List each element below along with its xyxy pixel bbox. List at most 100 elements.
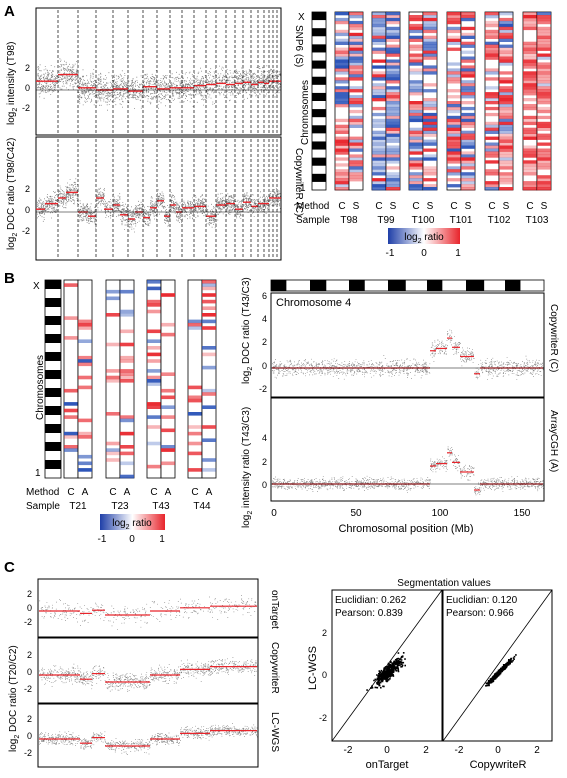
b-method-letter: C xyxy=(67,487,74,498)
c-ytick: 2 xyxy=(27,650,32,660)
panel-c-tracks: 2 0 -2 2 0 -2 2 0 -2 log2 DOC ratio (T20… xyxy=(8,578,280,768)
a-method-letter: C xyxy=(488,201,495,212)
b-method-letter: A xyxy=(165,487,172,498)
a-legend-tick: -1 xyxy=(386,248,395,259)
b-bot-ytick: 0 xyxy=(262,480,267,490)
a-sample-name: T103 xyxy=(526,215,549,226)
a-bottom-scatter xyxy=(36,139,281,259)
c-scatter-xtick: -2 xyxy=(455,745,464,756)
b-chromosome-ideogram xyxy=(44,279,62,479)
b-annotation: Chromosome 4 xyxy=(276,297,351,309)
a-top-scatter xyxy=(36,10,281,134)
a-method-letter: S xyxy=(390,201,397,212)
b-top-ytick: 2 xyxy=(262,337,267,347)
panel-c-scatter: Segmentation values Euclidian: 0.262 Pea… xyxy=(307,578,553,771)
c-scatter-xtick: 2 xyxy=(534,745,540,756)
a-method-letter: C xyxy=(450,201,457,212)
panel-label-a: A xyxy=(4,3,15,20)
c-side-label-lcwgs: LC-WGS xyxy=(269,712,280,752)
panel-label-c: C xyxy=(4,559,15,576)
c-ytick: -2 xyxy=(24,617,32,627)
b-copywriter-scatter xyxy=(271,329,544,381)
b-top-side-label: CopywriteR (C) xyxy=(548,304,559,372)
a-bot-ytick: 0 xyxy=(25,205,30,215)
a-method-letter: C xyxy=(375,201,382,212)
b-xlabel: Chromosomal position (Mb) xyxy=(338,523,473,535)
b-legend-tick: -1 xyxy=(98,534,107,545)
a-method-label: Method xyxy=(296,201,329,212)
a-method-letter: C xyxy=(338,201,345,212)
c-scatter-ytick: 0 xyxy=(322,670,327,680)
b-legend-tick: 0 xyxy=(129,534,135,545)
b-bot-ytick: 4 xyxy=(262,433,267,443)
c-left-xlabel: onTarget xyxy=(366,759,409,771)
a-method-letter: S xyxy=(465,201,472,212)
a-method-letter: C xyxy=(526,201,533,212)
b-bottom-side-label: ArrayCGH (A) xyxy=(548,410,559,472)
c-scatter-title: Segmentation values xyxy=(397,578,490,589)
a-bot-ytick: -2 xyxy=(22,226,30,236)
a-heatmap-columns xyxy=(334,11,552,191)
a-sample-name: T98 xyxy=(340,215,358,226)
a-sample-name: T102 xyxy=(488,215,511,226)
panel-b-chromosome-plot: Chromosome 4 6 4 2 0 -2 4 2 0 0 50 100 1… xyxy=(241,277,559,535)
b-sample-name: T43 xyxy=(152,501,170,512)
b-top-ytick: 6 xyxy=(262,291,267,301)
a-sample-name: T101 xyxy=(450,215,473,226)
b-bottom-ylabel: log2 intensity ratio (T43/C3) xyxy=(241,407,254,528)
c-scatter-xtick: 0 xyxy=(384,745,390,756)
svg-text:log2 ratio: log2 ratio xyxy=(112,518,152,531)
b-chrom-axis-label: Chromosomes xyxy=(35,355,46,420)
b-xtick: 50 xyxy=(350,508,362,519)
c-ytick: 2 xyxy=(27,589,32,599)
b-xtick: 0 xyxy=(271,508,277,519)
a-top-ytick: 2 xyxy=(25,63,30,73)
a-top-ytick: -2 xyxy=(22,103,30,113)
c-ytick: 0 xyxy=(27,667,32,677)
b-method-letter: C xyxy=(109,487,116,498)
b-top-ytick: 0 xyxy=(262,361,267,371)
a-bottom-ylabel: log2 DOC ratio (T98/C42) xyxy=(6,138,19,250)
b-sample-name: T21 xyxy=(69,501,87,512)
c-ytick: 2 xyxy=(27,714,32,724)
panel-a-genome-tracks: 2 0 -2 2 0 -2 log2 intensity (T98) log2 … xyxy=(6,7,304,261)
a-method-letter: C xyxy=(412,201,419,212)
b-method-letter: A xyxy=(82,487,89,498)
a-sample-name: T99 xyxy=(377,215,395,226)
c-ytick: 0 xyxy=(27,731,32,741)
b-arraycgh-scatter xyxy=(271,446,544,496)
c-side-label-copywriter: CopywriteR xyxy=(269,642,280,694)
a-chromosome-ideogram xyxy=(311,11,327,191)
a-method-letter: S xyxy=(353,201,360,212)
c-scatter-ylabel: LC-WGS xyxy=(307,646,319,690)
c-scatter-xtick: 2 xyxy=(423,745,429,756)
b-sample-name: T23 xyxy=(111,501,129,512)
b-chrom-top: X xyxy=(33,281,40,292)
b-top-ylabel: log2 DOC ratio (T43/C3) xyxy=(241,277,254,384)
c-right-euclidian: Euclidian: 0.120 xyxy=(446,595,518,606)
b-legend-tick: 1 xyxy=(159,534,165,545)
c-scatter-xtick: -2 xyxy=(344,745,353,756)
a-top-ylabel: log2 intensity (T98) xyxy=(6,42,19,125)
a-top-side-label: SNP6 (S) xyxy=(293,25,304,67)
c-ylabel: log2 DOC ratio (T20/C2) xyxy=(8,645,21,752)
b-top-ytick: 4 xyxy=(262,314,267,324)
c-ytick: -2 xyxy=(24,748,32,758)
b-sample-label: Sample xyxy=(26,501,60,512)
c-scatter-xtick: 0 xyxy=(495,745,501,756)
a-method-letter: S xyxy=(427,201,434,212)
a-chrom-axis-label: Chromosomes xyxy=(300,80,311,145)
b-sample-name: T44 xyxy=(193,501,211,512)
c-right-xlabel: CopywriteR xyxy=(470,759,527,771)
b-xtick: 150 xyxy=(514,508,531,519)
panel-label-b: B xyxy=(4,270,15,287)
b-top-ytick: -2 xyxy=(259,384,267,394)
c-scatter-ytick: 2 xyxy=(322,628,327,638)
a-legend-tick: 0 xyxy=(421,248,427,259)
b-legend: log2 ratio -1 0 1 xyxy=(98,514,165,545)
b-chrom-bottom: 1 xyxy=(35,468,41,479)
b-method-letter: C xyxy=(150,487,157,498)
c-left-pearson: Pearson: 0.839 xyxy=(335,608,403,619)
a-bottom-side-label: CopywriteR (C) xyxy=(293,148,304,216)
